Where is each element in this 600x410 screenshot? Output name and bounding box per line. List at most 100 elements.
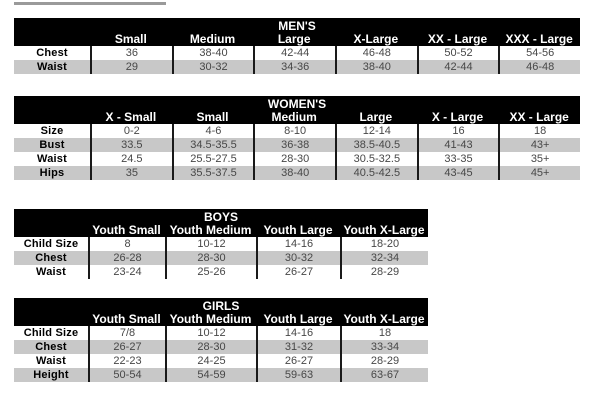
table-row-bust: Bust 33.5 34.5-35.5 36-38 38.5-40.5 41-43 43+ bbox=[14, 138, 580, 152]
column-header: XX - Large bbox=[427, 32, 488, 46]
table-row-hips: Hips 35 35.5-37.5 38-40 40.5-42.5 43-45 45+ bbox=[14, 166, 580, 180]
cropped-top-bar bbox=[14, 2, 166, 5]
table-cell: 29 bbox=[90, 60, 172, 74]
table-cell: 46-48 bbox=[498, 60, 580, 74]
girls-column-header-row: Youth Small Youth Medium Youth Large Youth … bbox=[14, 313, 428, 326]
boys-header-band: BOYS Youth Small Youth Medium Youth Large Yo… bbox=[14, 209, 428, 237]
table-cell: 10-12 bbox=[165, 326, 256, 340]
table-cell: 45+ bbox=[498, 166, 580, 180]
table-row-child-size: Child Size 7/8 10-12 14-16 18 bbox=[14, 326, 428, 340]
column-header: XX - Large bbox=[509, 110, 569, 124]
table-cell: 23-24 bbox=[88, 265, 165, 279]
table-cell: 35.5-37.5 bbox=[171, 166, 254, 180]
table-cell: 26-27 bbox=[256, 354, 340, 368]
row-label: Waist bbox=[37, 153, 67, 165]
mens-column-header-row: Small Medium Large X-Large XX - Large XXX - L… bbox=[14, 33, 580, 46]
table-row-waist: Waist 22-23 24-25 26-27 28-29 bbox=[14, 354, 428, 368]
column-header: Youth Small bbox=[92, 312, 161, 326]
table-cell: 28-30 bbox=[253, 152, 335, 166]
table-row-height: Height 50-54 54-59 59-63 63-67 bbox=[14, 368, 428, 382]
corner-cell bbox=[14, 111, 90, 124]
column-header: X-Large bbox=[353, 32, 399, 46]
row-label: Bust bbox=[39, 139, 65, 151]
column-header: Youth Large bbox=[263, 223, 333, 237]
column-header: Small bbox=[114, 32, 147, 46]
row-label: Waist bbox=[37, 61, 67, 73]
girls-table-title: GIRLS bbox=[202, 299, 240, 313]
corner-cell bbox=[14, 313, 88, 326]
table-cell: 4-6 bbox=[171, 124, 254, 138]
table-cell: 28-29 bbox=[340, 265, 428, 279]
corner-cell bbox=[14, 33, 90, 46]
row-label: Size bbox=[40, 125, 64, 137]
column-header: Large bbox=[277, 32, 311, 46]
table-cell: 41-43 bbox=[416, 138, 499, 152]
column-header: Small bbox=[196, 110, 229, 124]
column-header: X - Small bbox=[105, 110, 157, 124]
table-cell: 46-48 bbox=[334, 46, 417, 60]
table-cell: 28-30 bbox=[165, 340, 256, 354]
table-cell: 25-26 bbox=[165, 265, 256, 279]
table-cell: 35 bbox=[90, 166, 172, 180]
table-cell: 43+ bbox=[498, 138, 580, 152]
row-label: Waist bbox=[36, 266, 66, 278]
row-label: Chest bbox=[35, 341, 67, 353]
table-cell: 22-23 bbox=[88, 354, 165, 368]
column-header: Youth Medium bbox=[169, 223, 252, 237]
column-header: Youth Large bbox=[263, 312, 333, 326]
table-cell: 50-54 bbox=[88, 368, 165, 382]
womens-column-header-row: X - Small Small Medium Large X - Large XX - L… bbox=[14, 111, 580, 124]
table-cell: 14-16 bbox=[256, 326, 340, 340]
row-label: Child Size bbox=[23, 238, 79, 250]
table-cell: 30-32 bbox=[256, 251, 340, 265]
table-row-chest: Chest 26-28 28-30 30-32 32-34 bbox=[14, 251, 428, 265]
table-cell: 38-40 bbox=[334, 60, 417, 74]
table-row-chest: Chest 36 38-40 42-44 46-48 50-52 54-56 bbox=[14, 46, 580, 60]
table-row-chest: Chest 26-27 28-30 31-32 33-34 bbox=[14, 340, 428, 354]
table-row-waist: Waist 23-24 25-26 26-27 28-29 bbox=[14, 265, 428, 279]
table-row-size: Size 0-2 4-6 8-10 12-14 16 18 bbox=[14, 124, 580, 138]
table-cell: 32-34 bbox=[340, 251, 428, 265]
row-label: Waist bbox=[36, 355, 66, 367]
column-header: XXX - Large bbox=[505, 32, 573, 46]
size-table-womens: WOMEN'S X - Small Small Medium Large X - Larg… bbox=[14, 96, 580, 180]
row-label: Child Size bbox=[23, 327, 79, 339]
table-cell: 59-63 bbox=[256, 368, 340, 382]
table-cell: 8 bbox=[88, 237, 165, 251]
column-header: Youth X-Large bbox=[343, 223, 425, 237]
column-header: Medium bbox=[271, 110, 317, 124]
corner-cell bbox=[14, 224, 88, 237]
row-label: Chest bbox=[35, 252, 67, 264]
table-cell: 54-56 bbox=[498, 46, 580, 60]
girls-header-band: GIRLS Youth Small Youth Medium Youth Large Y… bbox=[14, 298, 428, 326]
table-cell: 38.5-40.5 bbox=[334, 138, 417, 152]
table-cell: 28-29 bbox=[340, 354, 428, 368]
table-cell: 8-10 bbox=[253, 124, 335, 138]
table-cell: 38-40 bbox=[253, 166, 335, 180]
boys-column-header-row: Youth Small Youth Medium Youth Large Youth … bbox=[14, 224, 428, 237]
table-cell: 42-44 bbox=[253, 46, 335, 60]
table-cell: 25.5-27.5 bbox=[171, 152, 254, 166]
column-header: Youth Medium bbox=[169, 312, 252, 326]
table-cell: 18-20 bbox=[340, 237, 428, 251]
size-table-girls: GIRLS Youth Small Youth Medium Youth Large Y… bbox=[14, 298, 428, 382]
table-cell: 26-27 bbox=[88, 340, 165, 354]
table-cell: 33.5 bbox=[90, 138, 172, 152]
mens-header-band: MEN'S Small Medium Large X-Large XX - Large XX… bbox=[14, 18, 580, 46]
table-cell: 0-2 bbox=[90, 124, 172, 138]
table-cell: 30-32 bbox=[171, 60, 254, 74]
row-label: Height bbox=[33, 369, 69, 381]
column-header: Youth X-Large bbox=[343, 312, 425, 326]
womens-table-title: WOMEN'S bbox=[267, 97, 327, 111]
table-row-waist: Waist 29 30-32 34-36 38-40 42-44 46-48 bbox=[14, 60, 580, 74]
row-label: Chest bbox=[36, 47, 68, 59]
table-cell: 18 bbox=[498, 124, 580, 138]
table-row-waist: Waist 24.5 25.5-27.5 28-30 30.5-32.5 33-35 35+ bbox=[14, 152, 580, 166]
table-cell: 33-34 bbox=[340, 340, 428, 354]
table-cell: 30.5-32.5 bbox=[334, 152, 417, 166]
table-cell: 26-27 bbox=[256, 265, 340, 279]
table-cell: 14-16 bbox=[256, 237, 340, 251]
boys-table-title: BOYS bbox=[203, 210, 238, 224]
table-cell: 16 bbox=[416, 124, 499, 138]
table-cell: 40.5-42.5 bbox=[334, 166, 417, 180]
